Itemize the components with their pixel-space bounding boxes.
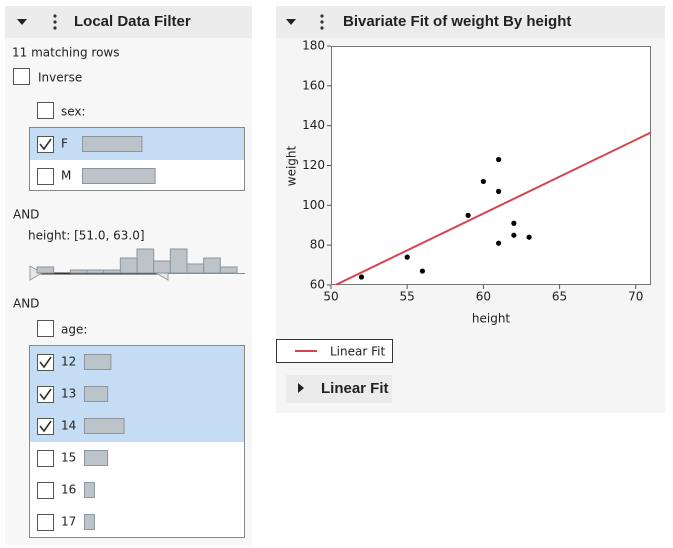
point — [419, 268, 426, 274]
option-label: 15 — [61, 451, 76, 465]
count-bar — [84, 514, 95, 530]
x-tick-label: 65 — [552, 290, 567, 304]
column-label: height: [51.0, 63.0] — [28, 229, 145, 243]
check-mark — [39, 356, 52, 369]
point — [465, 212, 471, 218]
histogram-bar — [69, 269, 88, 274]
y-tick-label: 140 — [302, 118, 325, 132]
check-mark — [39, 420, 52, 433]
y-tick-label: 180 — [302, 39, 325, 53]
x-tick-label: 50 — [323, 290, 338, 304]
point — [496, 240, 502, 246]
y-tick-label: 120 — [302, 158, 325, 172]
matching-rows: 11 matching rows — [12, 46, 119, 60]
column-label: age: — [61, 323, 87, 337]
option-label: 12 — [61, 355, 76, 369]
selected-row — [30, 378, 244, 410]
histogram-bar — [86, 269, 105, 274]
count-bar — [84, 386, 109, 402]
collapse-icon[interactable] — [286, 19, 296, 25]
histogram-bar — [203, 257, 221, 274]
point — [526, 234, 532, 240]
menu-icon[interactable] — [53, 14, 57, 30]
count-bar — [82, 168, 156, 184]
checkbox[interactable] — [37, 450, 54, 467]
option-label: F — [61, 137, 68, 151]
legend-label: Linear Fit — [330, 345, 385, 359]
x-axis-label: height — [472, 312, 511, 326]
outline-header[interactable] — [286, 375, 392, 403]
inverse-label: Inverse — [38, 71, 82, 85]
histogram-bar — [153, 260, 171, 274]
histogram-bar — [136, 248, 155, 274]
count-bar — [84, 418, 125, 434]
connector: AND — [13, 297, 39, 311]
filter-header[interactable] — [5, 6, 252, 38]
point — [511, 232, 517, 238]
point — [358, 274, 365, 280]
expand-icon[interactable] — [298, 383, 304, 393]
check-mark — [39, 388, 52, 401]
y-axis-label: weight — [285, 145, 299, 186]
column-label: sex: — [61, 105, 86, 119]
menu-icon[interactable] — [320, 14, 324, 30]
point — [496, 156, 502, 163]
option-label: 16 — [61, 483, 76, 497]
outline-title: Linear Fit — [321, 380, 389, 397]
histogram-bar — [103, 269, 121, 274]
legend — [276, 339, 393, 363]
collapse-icon[interactable] — [17, 19, 27, 25]
count-bar — [84, 450, 109, 466]
selected-row — [30, 346, 244, 378]
checkbox[interactable] — [13, 68, 30, 85]
option-label: 13 — [61, 387, 76, 401]
option-label: 17 — [61, 515, 76, 529]
point — [480, 178, 486, 185]
histogram-bar — [219, 266, 238, 274]
x-tick-label: 60 — [476, 290, 491, 304]
x-tick-label: 70 — [628, 290, 643, 304]
checkbox[interactable] — [37, 102, 54, 119]
y-tick-label: 60 — [310, 278, 325, 292]
checkbox[interactable] — [37, 168, 54, 185]
point — [404, 254, 410, 260]
y-tick-label: 100 — [302, 198, 325, 212]
option-label: 14 — [61, 419, 76, 433]
x-tick-label: 55 — [400, 290, 415, 304]
histogram-bar — [119, 257, 138, 274]
report-header[interactable] — [276, 6, 665, 38]
histogram-bar — [186, 263, 205, 274]
checkbox[interactable] — [37, 514, 54, 531]
point — [496, 188, 502, 194]
slider-handle[interactable] — [29, 265, 43, 281]
y-tick-label: 80 — [310, 238, 325, 252]
fit-line — [333, 131, 651, 285]
checkbox[interactable] — [37, 320, 54, 337]
point — [511, 220, 517, 226]
selected-row — [30, 410, 244, 442]
histogram-bar — [36, 266, 55, 274]
histogram-bar — [169, 248, 188, 274]
plot-area — [331, 46, 651, 285]
connector: AND — [13, 208, 39, 222]
count-bar — [82, 136, 143, 152]
plot-frame — [331, 46, 651, 285]
y-tick-label: 160 — [302, 78, 325, 92]
count-bar — [84, 482, 95, 498]
filter-title: Local Data Filter — [74, 13, 191, 30]
chart-title: Bivariate Fit of weight By height — [343, 13, 571, 30]
check-mark — [39, 138, 52, 151]
count-bar — [84, 354, 112, 370]
checkbox[interactable] — [37, 482, 54, 499]
option-label: M — [61, 169, 71, 183]
